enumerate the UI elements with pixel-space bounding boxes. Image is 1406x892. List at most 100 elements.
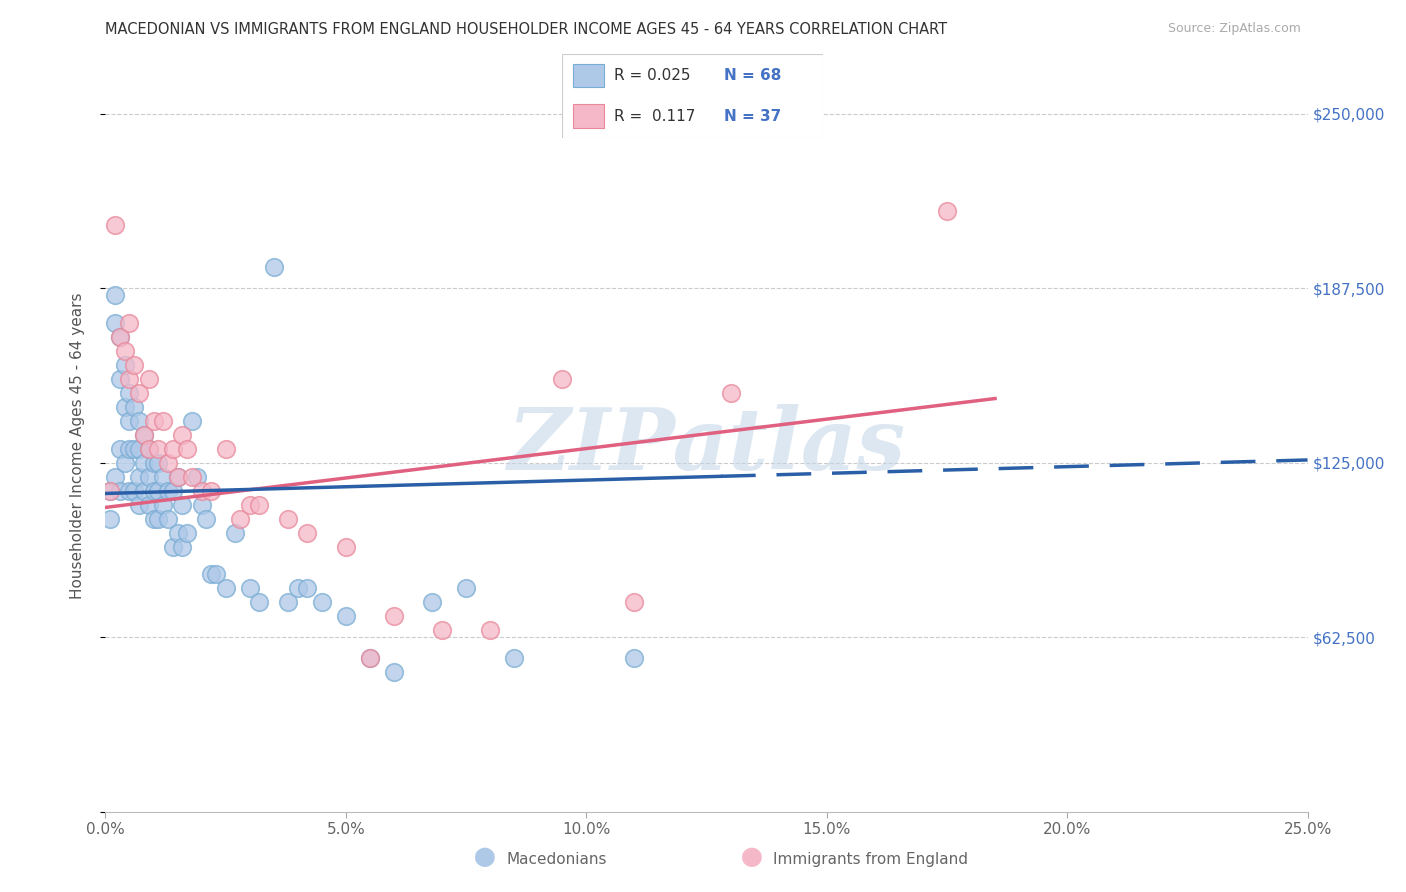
Point (118, 414, 141, 428)
Y-axis label: Householder Income Ages 45 - 64 years: Householder Income Ages 45 - 64 years (70, 293, 84, 599)
Point (181, 414, 204, 428)
Point (503, 651, 526, 665)
Point (156, 511, 179, 525)
Point (200, 483, 222, 498)
Point (152, 469, 174, 483)
Text: ⬤: ⬤ (741, 847, 763, 867)
Point (128, 442, 150, 456)
Text: ZIPatlas: ZIPatlas (508, 404, 905, 488)
Point (138, 498, 160, 512)
Point (128, 469, 150, 483)
Point (104, 219, 127, 233)
Point (162, 442, 184, 456)
Point (118, 386, 141, 401)
Point (162, 540, 184, 554)
Point (430, 624, 453, 638)
Point (335, 609, 357, 624)
Point (277, 595, 299, 609)
Point (247, 498, 270, 512)
Point (138, 442, 160, 456)
Text: R = 0.025: R = 0.025 (614, 68, 690, 83)
Point (623, 651, 645, 665)
Point (148, 442, 170, 456)
Point (239, 498, 262, 512)
Point (142, 483, 165, 498)
Point (124, 358, 146, 372)
Point (186, 469, 208, 483)
Point (124, 442, 146, 456)
Text: MACEDONIAN VS IMMIGRANTS FROM ENGLAND HOUSEHOLDER INCOME AGES 45 - 64 YEARS CORR: MACEDONIAN VS IMMIGRANTS FROM ENGLAND HO… (105, 22, 948, 37)
Point (200, 567, 222, 582)
Point (104, 316, 127, 330)
Point (172, 427, 194, 442)
Point (138, 442, 160, 456)
Point (190, 483, 212, 498)
Text: Source: ZipAtlas.com: Source: ZipAtlas.com (1167, 22, 1301, 36)
Point (190, 498, 212, 512)
Point (104, 469, 127, 483)
Point (720, 386, 742, 401)
Point (214, 582, 236, 596)
Point (224, 525, 246, 540)
Point (138, 372, 160, 386)
Point (214, 442, 236, 456)
Point (936, 204, 959, 219)
Text: N = 68: N = 68 (724, 68, 782, 83)
Point (114, 400, 136, 414)
Point (176, 442, 198, 456)
Point (382, 665, 405, 680)
Text: Macedonians: Macedonians (506, 852, 606, 867)
Point (138, 469, 160, 483)
Point (148, 483, 170, 498)
Point (162, 483, 184, 498)
Point (124, 483, 146, 498)
Point (359, 651, 381, 665)
Point (247, 595, 270, 609)
Point (118, 442, 141, 456)
Point (172, 540, 194, 554)
Bar (572, 104, 605, 128)
Point (335, 540, 357, 554)
Point (551, 372, 574, 386)
Point (132, 456, 155, 470)
Point (132, 427, 155, 442)
Point (229, 511, 252, 525)
Point (118, 372, 141, 386)
Point (156, 456, 179, 470)
Point (239, 582, 262, 596)
FancyBboxPatch shape (562, 54, 823, 138)
Point (118, 316, 141, 330)
Text: R =  0.117: R = 0.117 (614, 109, 696, 124)
Point (108, 330, 131, 344)
Point (108, 372, 131, 386)
Point (166, 469, 188, 483)
Point (152, 414, 174, 428)
Point (132, 427, 155, 442)
Point (114, 344, 136, 359)
Point (297, 525, 319, 540)
Text: N = 37: N = 37 (724, 109, 780, 124)
Point (118, 483, 141, 498)
Point (176, 525, 198, 540)
Point (263, 260, 285, 275)
Point (132, 483, 155, 498)
Point (166, 525, 188, 540)
Point (98, 483, 121, 498)
Point (98, 483, 121, 498)
Text: Immigrants from England: Immigrants from England (773, 852, 969, 867)
Point (479, 624, 502, 638)
Point (108, 442, 131, 456)
Text: ⬤: ⬤ (474, 847, 496, 867)
Point (108, 330, 131, 344)
Point (148, 456, 170, 470)
Point (114, 456, 136, 470)
Point (98, 511, 121, 525)
Point (104, 288, 127, 302)
Point (297, 582, 319, 596)
Point (142, 511, 165, 525)
Point (623, 595, 645, 609)
Point (359, 651, 381, 665)
Point (142, 456, 165, 470)
Point (181, 469, 204, 483)
Point (311, 595, 333, 609)
